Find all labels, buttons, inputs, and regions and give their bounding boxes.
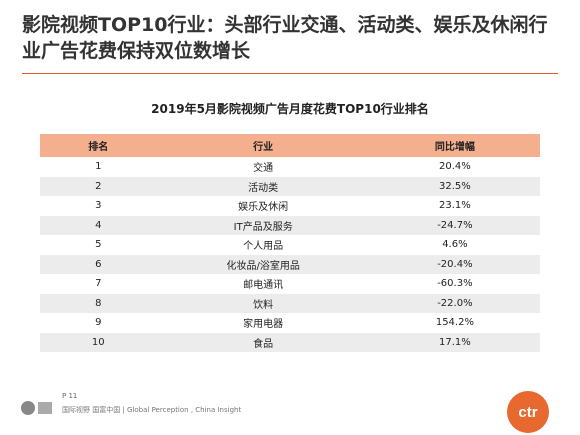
table-row: 10 食品 17.1% [40,332,540,352]
table-cell: 8 [40,293,157,313]
table-cell: 5 [95,239,102,251]
table-cell: 娱乐及休闲 [238,202,289,214]
table-cell: -20.4% [369,254,540,274]
title-rule [22,73,558,74]
table-row: 3 娱乐及休闲 23.1% [40,196,540,216]
table-cell: 23.1% [439,200,471,212]
table-row: 5 个人用品 4.6% [40,235,540,255]
column-header: 排名 [40,134,157,157]
table-cell: 10 [40,332,157,352]
table-cell: 1 [95,161,102,173]
table-row: 2 活动类 32.5% [40,176,540,196]
footer-slogan: 国际视野 国富中国 | Global Perception , China In… [62,406,242,414]
table-cell: 个人用品 [243,241,284,253]
table-row: 7 邮电通讯 -60.3% [40,274,540,294]
table-cell: 交通 [253,163,274,175]
table-row: 6 化妆品/浴室用品 -20.4% [40,254,540,274]
ranking-table: 排名 行业 同比增幅 1 交通 20.4% 2 活动类 32.5% 3 娱乐及休闲 23.1% 4 IT… [40,134,540,352]
page-number: P 11 [62,392,78,400]
table-cell: 活动类 [156,176,370,196]
table-cell: 7 [95,278,102,290]
table-cell: 20.4% [439,161,471,173]
table-cell: 化妆品/浴室用品 [156,254,370,274]
table-cell: 2 [40,176,157,196]
column-header: 行业 [156,134,370,157]
table-cell: 邮电通讯 [243,280,284,292]
logo-text: ctr [518,404,537,421]
table-cell: 32.5% [369,176,540,196]
table-cell: 17.1% [369,332,540,352]
table-cell: 4.6% [442,239,468,251]
table-cell: -22.0% [369,293,540,313]
table-cell: 6 [40,254,157,274]
table-cell: -24.7% [369,215,540,235]
logo: ctr [507,391,549,433]
table-cell: -60.3% [437,278,473,290]
table-cell: 4 [40,215,157,235]
table-caption: 2019年5月影院视频广告月度花费TOP10行业排名 [151,102,429,116]
column-header: 同比增幅 [369,134,540,157]
table-row: 4 IT产品及服务 -24.7% [40,215,540,235]
header-row: 排名 行业 同比增幅 [40,134,540,157]
table-row: 1 交通 20.4% [40,157,540,177]
table-cell: IT产品及服务 [156,215,370,235]
table-cell: 3 [95,200,102,212]
slide-title: 影院视频TOP10行业：头部行业交通、活动类、娱乐及休闲行业广告花费保持双位数增… [22,14,548,62]
footer-icons [21,401,52,415]
table-cell: 食品 [156,332,370,352]
table-cell: 家用电器 [243,319,284,331]
table-row: 9 家用电器 154.2% [40,313,540,333]
table-cell: 饮料 [156,293,370,313]
table-cell: 154.2% [435,317,474,329]
table-cell: 9 [95,317,102,329]
table-row: 8 饮料 -22.0% [40,293,540,313]
